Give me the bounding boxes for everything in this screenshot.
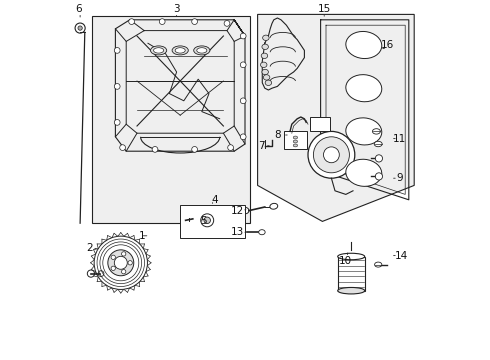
Text: 15: 15 — [318, 4, 331, 14]
Ellipse shape — [293, 144, 297, 147]
Text: 12: 12 — [231, 206, 245, 216]
Circle shape — [114, 48, 120, 53]
Circle shape — [240, 98, 246, 104]
Ellipse shape — [263, 35, 269, 40]
Circle shape — [240, 62, 246, 68]
Circle shape — [228, 145, 233, 150]
Text: 16: 16 — [381, 40, 394, 50]
Text: 6: 6 — [75, 4, 82, 14]
Circle shape — [111, 266, 115, 270]
Bar — [284, 131, 307, 149]
Text: 10: 10 — [339, 256, 352, 266]
Bar — [180, 205, 245, 238]
Ellipse shape — [153, 48, 164, 53]
Circle shape — [240, 134, 246, 140]
Ellipse shape — [346, 75, 382, 102]
Circle shape — [114, 84, 120, 89]
Text: 14: 14 — [395, 251, 408, 261]
Bar — [92, 16, 250, 223]
Ellipse shape — [338, 253, 365, 260]
Ellipse shape — [197, 48, 207, 53]
Text: 8: 8 — [274, 130, 281, 140]
Text: 2: 2 — [86, 243, 93, 253]
Circle shape — [240, 33, 246, 39]
Ellipse shape — [374, 141, 382, 147]
Circle shape — [323, 147, 339, 163]
Text: 9: 9 — [396, 173, 403, 183]
Circle shape — [128, 261, 132, 265]
Text: 11: 11 — [393, 134, 406, 144]
Circle shape — [224, 21, 230, 26]
Circle shape — [204, 217, 210, 224]
Ellipse shape — [374, 262, 382, 267]
Bar — [310, 117, 330, 131]
Circle shape — [94, 236, 147, 289]
Circle shape — [201, 214, 214, 227]
Ellipse shape — [293, 140, 297, 143]
Circle shape — [159, 19, 165, 24]
Circle shape — [98, 271, 104, 276]
Circle shape — [120, 145, 125, 150]
Ellipse shape — [270, 203, 278, 209]
Circle shape — [75, 23, 85, 33]
Bar — [338, 256, 365, 291]
Text: 13: 13 — [231, 227, 245, 237]
Circle shape — [78, 26, 82, 30]
Ellipse shape — [372, 129, 380, 134]
Circle shape — [122, 252, 126, 256]
Ellipse shape — [346, 31, 382, 59]
Circle shape — [114, 120, 120, 125]
Ellipse shape — [263, 75, 270, 80]
Ellipse shape — [293, 136, 297, 139]
Polygon shape — [258, 14, 414, 221]
Ellipse shape — [261, 62, 267, 68]
Ellipse shape — [338, 287, 365, 294]
Circle shape — [192, 19, 197, 24]
Circle shape — [111, 255, 115, 260]
Circle shape — [129, 19, 134, 24]
Text: 5: 5 — [200, 216, 207, 226]
Ellipse shape — [261, 53, 268, 58]
Text: 7: 7 — [258, 141, 265, 151]
Text: 3: 3 — [173, 4, 180, 14]
Circle shape — [314, 137, 349, 173]
Circle shape — [308, 131, 355, 178]
Ellipse shape — [87, 270, 95, 277]
Circle shape — [192, 147, 197, 152]
Ellipse shape — [172, 46, 188, 55]
Circle shape — [114, 256, 127, 269]
Text: 1: 1 — [139, 231, 146, 241]
Ellipse shape — [262, 44, 269, 49]
Ellipse shape — [346, 159, 382, 186]
Circle shape — [375, 155, 383, 162]
Ellipse shape — [150, 46, 167, 55]
Circle shape — [152, 147, 158, 152]
Ellipse shape — [241, 207, 249, 214]
Ellipse shape — [194, 46, 210, 55]
Ellipse shape — [175, 48, 185, 53]
Text: 4: 4 — [211, 195, 218, 205]
Circle shape — [108, 250, 134, 276]
Ellipse shape — [346, 118, 382, 145]
Circle shape — [375, 173, 383, 180]
Ellipse shape — [259, 230, 265, 235]
Circle shape — [122, 270, 126, 274]
Ellipse shape — [262, 69, 269, 75]
Ellipse shape — [265, 80, 271, 85]
